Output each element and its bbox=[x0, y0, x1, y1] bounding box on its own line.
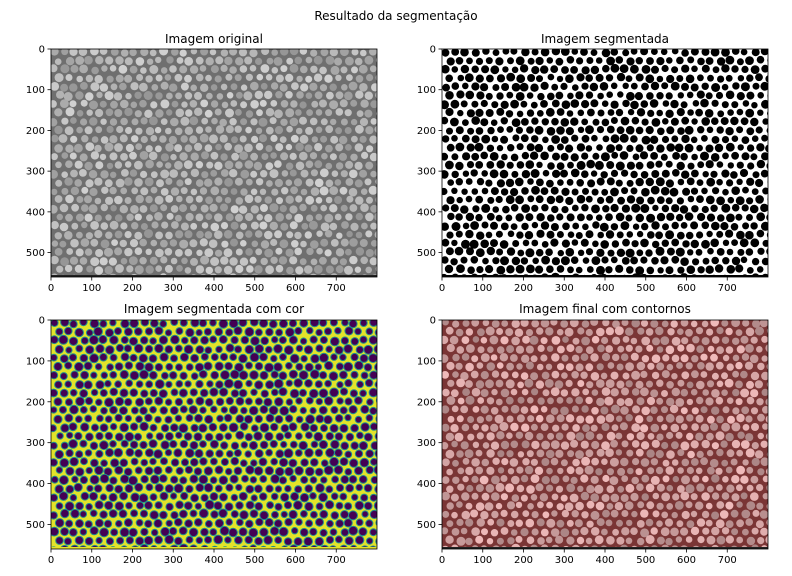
y-tick-label: 300 bbox=[417, 438, 436, 449]
x-tick-label: 100 bbox=[473, 283, 492, 294]
y-tick-label: 200 bbox=[417, 126, 436, 137]
x-tick-label: 600 bbox=[677, 555, 696, 566]
y-tick-label: 400 bbox=[26, 207, 45, 218]
y-tick-label: 100 bbox=[26, 85, 45, 96]
panel-title-segmented: Imagem segmentada bbox=[540, 32, 670, 46]
x-tick-label: 200 bbox=[123, 283, 142, 294]
x-tick-label: 600 bbox=[286, 283, 305, 294]
y-tick-label: 100 bbox=[417, 85, 436, 96]
panel-title-segmented-color: Imagem segmentada com cor bbox=[123, 302, 305, 316]
x-tick-label: 0 bbox=[48, 283, 54, 294]
y-tick-label: 500 bbox=[417, 520, 436, 531]
image-original bbox=[51, 49, 377, 277]
y-tick-label: 500 bbox=[417, 248, 436, 259]
x-tick-label: 400 bbox=[204, 555, 223, 566]
x-tick-label: 0 bbox=[439, 283, 445, 294]
x-tick-label: 0 bbox=[439, 555, 445, 566]
image-final-contours bbox=[442, 320, 768, 549]
x-tick-label: 400 bbox=[595, 555, 614, 566]
y-tick-label: 200 bbox=[417, 397, 436, 408]
x-tick-label: 500 bbox=[245, 555, 264, 566]
y-tick-label: 0 bbox=[430, 45, 436, 56]
x-tick-label: 700 bbox=[718, 555, 737, 566]
x-tick-label: 500 bbox=[636, 555, 655, 566]
x-tick-label: 100 bbox=[82, 283, 101, 294]
image-segmented bbox=[442, 49, 768, 277]
x-tick-label: 300 bbox=[555, 283, 574, 294]
y-tick-label: 400 bbox=[417, 207, 436, 218]
y-tick-label: 300 bbox=[26, 438, 45, 449]
x-tick-label: 700 bbox=[718, 283, 737, 294]
x-tick-label: 100 bbox=[82, 555, 101, 566]
x-tick-label: 700 bbox=[327, 555, 346, 566]
y-tick-label: 100 bbox=[26, 356, 45, 367]
x-tick-label: 300 bbox=[164, 555, 183, 566]
panel-title-original: Imagem original bbox=[165, 32, 263, 46]
x-tick-label: 200 bbox=[123, 555, 142, 566]
y-tick-label: 300 bbox=[26, 167, 45, 178]
y-tick-label: 500 bbox=[26, 520, 45, 531]
image-segmented-color bbox=[51, 320, 377, 549]
y-tick-label: 0 bbox=[430, 316, 436, 327]
y-tick-label: 0 bbox=[39, 45, 45, 56]
x-tick-label: 500 bbox=[636, 283, 655, 294]
y-tick-label: 0 bbox=[39, 316, 45, 327]
figure-suptitle: Resultado da segmentação bbox=[314, 9, 478, 23]
y-tick-label: 100 bbox=[417, 356, 436, 367]
y-tick-label: 400 bbox=[417, 479, 436, 490]
x-tick-label: 200 bbox=[514, 555, 533, 566]
x-tick-label: 500 bbox=[245, 283, 264, 294]
y-tick-label: 500 bbox=[26, 248, 45, 259]
x-tick-label: 300 bbox=[164, 283, 183, 294]
x-tick-label: 100 bbox=[473, 555, 492, 566]
x-tick-label: 200 bbox=[514, 283, 533, 294]
x-tick-label: 700 bbox=[327, 283, 346, 294]
x-tick-label: 400 bbox=[595, 283, 614, 294]
x-tick-label: 600 bbox=[677, 283, 696, 294]
y-tick-label: 200 bbox=[26, 397, 45, 408]
y-tick-label: 300 bbox=[417, 167, 436, 178]
x-tick-label: 400 bbox=[204, 283, 223, 294]
x-tick-label: 600 bbox=[286, 555, 305, 566]
y-tick-label: 400 bbox=[26, 479, 45, 490]
x-tick-label: 300 bbox=[555, 555, 574, 566]
y-tick-label: 200 bbox=[26, 126, 45, 137]
x-tick-label: 0 bbox=[48, 555, 54, 566]
panel-title-final-contours: Imagem final com contornos bbox=[519, 302, 691, 316]
